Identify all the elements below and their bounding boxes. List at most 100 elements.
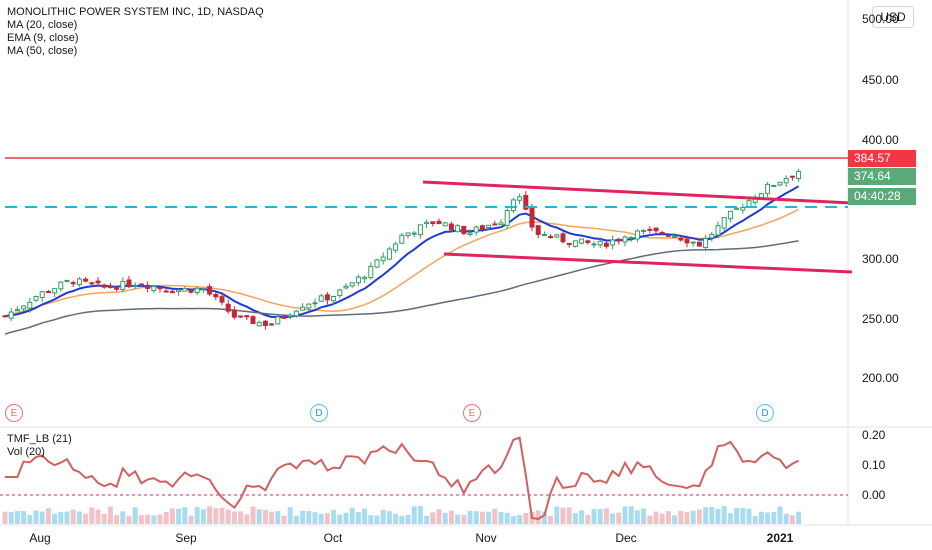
candle-body [368,265,374,279]
candle-body [138,283,144,287]
last-price-tag: 374.64 [848,168,916,185]
volume-bar [647,515,653,524]
volume-bar [777,506,783,524]
ema-9-close-line [4,185,800,319]
volume-bar [448,510,454,524]
volume-bar [176,508,182,524]
legend-ma20[interactable]: MA (20, close) [7,19,78,31]
volume-legend[interactable]: Vol (20) [7,446,45,458]
volume-bar [690,510,696,524]
volume-bar [225,509,231,524]
legend-ma50[interactable]: MA (50, close) [7,45,78,57]
candle-body [436,220,442,225]
candle-body [355,276,361,284]
volume-bar [145,514,151,524]
candle-body [207,286,213,295]
volume-bar [622,506,628,524]
candle-body [343,285,349,289]
candle-body [665,234,671,237]
volume-bar [560,507,566,524]
volume-bar [504,512,510,524]
volume-bar [89,507,95,524]
volume-bar [83,513,89,524]
volume-bar [715,508,721,524]
volume-bar [219,507,225,524]
legend-ema9[interactable]: EMA (9, close) [7,32,79,44]
candle-body [591,243,597,246]
volume-bar [126,515,132,524]
candle-body [393,243,399,251]
volume-bar [306,511,312,524]
candle-body [39,291,45,299]
candle-body [541,234,547,237]
volume-bar [120,511,126,524]
candle-body [467,232,473,235]
volume-bar [455,514,461,524]
candle-body [523,194,529,210]
volume-bar [114,515,120,524]
volume-bar [572,513,578,524]
volume-bar [2,511,8,524]
volume-bar [64,511,70,524]
volume-bar [76,511,82,524]
candle-body [572,240,578,248]
volume-bar [393,513,399,524]
candle-body [684,239,690,244]
candle-body [510,199,516,212]
channel-upper-line [422,180,853,205]
candle-body [52,288,58,294]
candle-body [789,175,795,178]
volume-bar [213,508,219,524]
price-tick-450: 450.00 [862,73,899,87]
volume-bar [343,512,349,524]
volume-bar [8,511,14,524]
candle-body [33,295,39,301]
earnings-event-marker[interactable]: E [463,404,481,422]
volume-bar [70,509,76,524]
volume-bar [771,512,777,524]
price-tick-300: 300.00 [862,252,899,266]
candle-body [554,234,560,238]
candle-body [771,184,777,187]
volume-bar [789,515,795,524]
candle-body [492,223,498,226]
volume-bar [436,509,442,524]
candle-body [114,287,120,290]
candle-body [411,232,417,235]
tmf-tick-020: 0.20 [862,428,886,442]
candle-body [231,309,237,318]
volume-bar [548,515,554,524]
dividend-event-marker[interactable]: D [310,404,328,422]
volume-bar [765,512,771,524]
volume-bar [411,506,417,524]
candle-body [188,289,194,293]
earnings-event-marker[interactable]: E [5,404,23,422]
tmf-legend[interactable]: TMF_LB (21) [7,433,72,445]
candle-body [566,242,572,245]
candle-body [21,305,27,310]
volume-bar [461,514,467,524]
candle-body [76,278,82,286]
volume-bar [610,513,616,524]
candle-body [597,240,603,246]
candle-body [318,295,324,302]
dividend-event-marker[interactable]: D [756,404,774,422]
channel-lower-line [443,252,853,274]
volume-bar [14,511,20,524]
volume-bar [616,512,622,524]
candle-body [498,222,504,226]
candle-body [126,279,132,288]
candle-body [529,206,535,228]
candle-body [101,284,107,288]
candle-body [194,287,200,293]
volume-bar [672,515,678,524]
currency-button[interactable]: USD [872,6,914,28]
candle-body [281,316,287,319]
volume-bar [39,511,45,524]
volume-bar [721,506,727,524]
candle-body [380,256,386,262]
volume-bar [107,506,113,524]
candle-body [176,289,182,293]
volume-bar [300,510,306,524]
